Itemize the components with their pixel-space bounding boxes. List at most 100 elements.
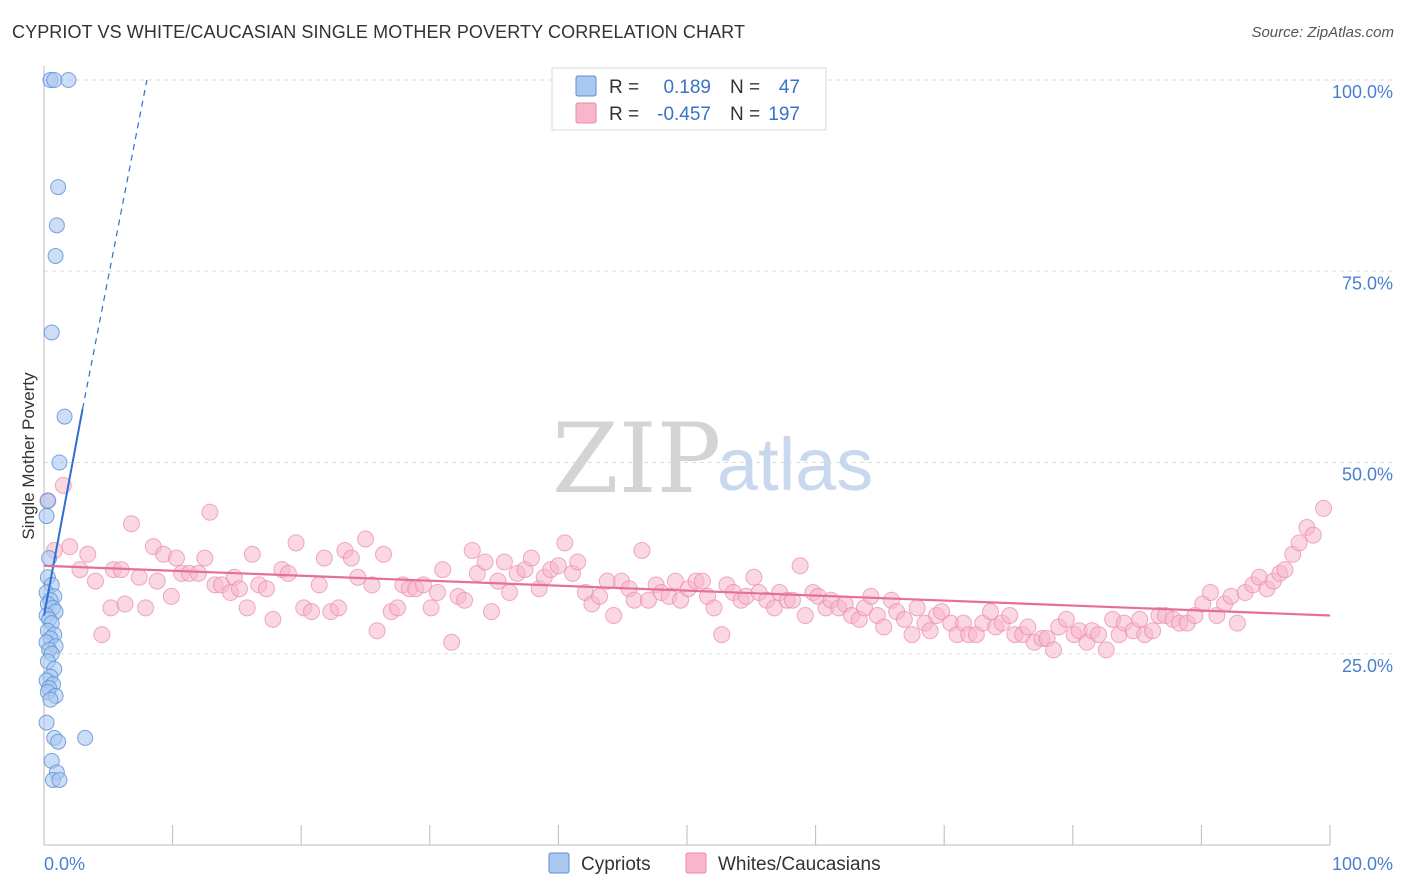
trend-line-whites [43, 564, 1331, 617]
data-point-whites [483, 603, 501, 621]
data-point-whites [279, 564, 297, 582]
data-point-whites [501, 584, 519, 602]
data-point-whites [329, 599, 347, 617]
data-point-whites [981, 603, 999, 621]
data-point-whites [196, 549, 214, 567]
legend-r-value: -0.457 [657, 104, 711, 125]
data-point-whites [895, 610, 913, 628]
data-point-whites [933, 603, 951, 621]
data-point-whites [1304, 526, 1322, 544]
y-axis-title: Single Mother Poverty [19, 372, 38, 540]
data-point-whites [1222, 587, 1240, 605]
legend-r-value: 0.189 [663, 77, 711, 98]
data-point-whites [148, 572, 166, 590]
data-point-whites [1045, 641, 1063, 659]
legend-swatch-whites [685, 852, 707, 874]
data-point-whites [230, 580, 248, 598]
data-point-whites [264, 610, 282, 628]
chart-source: Source: ZipAtlas.com [1251, 24, 1394, 41]
y-tick-label: 75.0% [1342, 273, 1393, 293]
data-point-whites [357, 530, 374, 548]
data-point-whites [1201, 584, 1219, 602]
watermark-atlas: atlas [717, 423, 873, 506]
data-point-cypriots [50, 733, 67, 750]
data-point-whites [1097, 641, 1115, 659]
data-point-whites [93, 626, 111, 644]
data-point-whites [633, 541, 651, 559]
y-tick-labels: 25.0% 50.0% 75.0% 100.0% [1332, 82, 1393, 676]
data-point-whites [1276, 561, 1294, 579]
data-point-whites [796, 607, 814, 624]
y-tick-label: 100.0% [1332, 82, 1393, 102]
data-point-whites [167, 549, 185, 567]
data-point-whites [783, 591, 801, 609]
data-point-whites [908, 599, 926, 617]
data-point-whites [456, 591, 474, 609]
y-tick-label: 25.0% [1342, 656, 1393, 676]
data-point-whites [745, 568, 763, 586]
data-point-whites [605, 607, 623, 624]
legend-n-label: N = [730, 104, 760, 125]
data-point-whites [443, 633, 461, 651]
data-point-whites [79, 545, 97, 563]
data-point-whites [765, 599, 783, 617]
data-point-cypriots [42, 691, 59, 708]
data-point-whites [1019, 618, 1037, 636]
data-point-whites [189, 564, 207, 582]
data-point-cypriots [56, 408, 73, 425]
data-point-whites [137, 599, 155, 617]
legend-swatch-cypriots [575, 75, 597, 97]
data-point-whites [389, 599, 407, 617]
legend-box [551, 67, 827, 131]
data-point-whites [1315, 499, 1333, 517]
data-point-whites [71, 561, 89, 579]
legend-r-label: R = [609, 104, 639, 125]
data-point-whites [122, 515, 140, 533]
watermark: ZIP atlas [552, 403, 873, 515]
data-point-whites [315, 549, 333, 567]
data-point-whites [476, 553, 494, 571]
x-tick-label: 0.0% [44, 854, 85, 874]
data-point-cypriots [38, 714, 55, 731]
data-point-whites [921, 622, 939, 640]
data-point-whites [238, 599, 256, 617]
data-point-whites [368, 622, 386, 640]
data-point-whites [434, 561, 452, 579]
data-point-whites [1228, 614, 1246, 632]
data-point-whites [429, 584, 447, 602]
data-point-whites [422, 599, 440, 617]
chart-title: CYPRIOT VS WHITE/CAUCASIAN SINGLE MOTHER… [12, 22, 746, 42]
legend-label-whites: Whites/Caucasians [718, 854, 881, 875]
data-point-cypriots [38, 508, 55, 525]
data-point-cypriots [39, 492, 56, 509]
data-point-whites [1131, 610, 1149, 628]
data-point-whites [375, 545, 393, 563]
data-point-cypriots [60, 72, 77, 88]
data-point-whites [693, 572, 711, 590]
data-point-whites [549, 557, 567, 575]
data-point-whites [162, 587, 180, 605]
data-point-whites [116, 595, 134, 613]
data-point-whites [1144, 622, 1162, 640]
data-point-whites [257, 580, 275, 598]
data-point-whites [61, 538, 79, 556]
data-point-whites [591, 587, 609, 605]
data-point-whites [495, 553, 513, 571]
data-point-whites [102, 599, 120, 617]
data-point-whites [363, 576, 381, 594]
data-point-whites [1290, 534, 1308, 552]
data-point-whites [243, 545, 261, 563]
legend-swatch-cypriots [548, 852, 570, 874]
legend-n-value: 197 [768, 104, 800, 125]
legend-label-cypriots: Cypriots [581, 854, 651, 875]
data-point-cypriots [50, 179, 67, 196]
axes [43, 66, 1331, 846]
data-point-cypriots [77, 729, 94, 746]
data-point-whites [903, 626, 921, 644]
watermark-zip: ZIP [552, 403, 721, 515]
data-point-whites [1090, 626, 1108, 644]
data-point-cypriots [43, 324, 60, 341]
legend-r-label: R = [609, 77, 639, 98]
trend-lines [43, 79, 1331, 617]
